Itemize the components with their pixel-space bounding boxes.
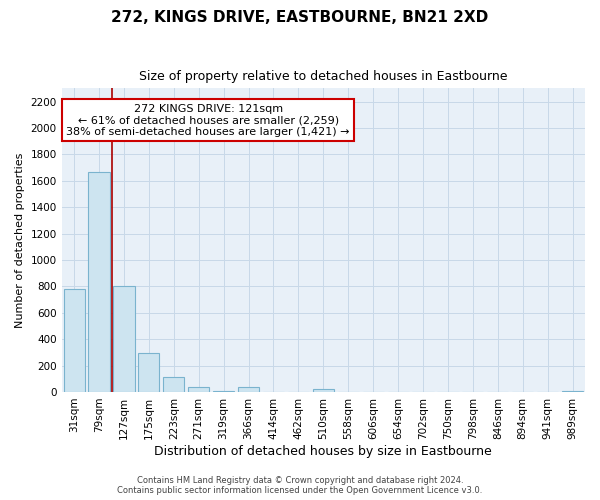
Bar [163,377,184,392]
Text: 272 KINGS DRIVE: 121sqm
← 61% of detached houses are smaller (2,259)
38% of semi: 272 KINGS DRIVE: 121sqm ← 61% of detache… [67,104,350,136]
Bar [238,388,259,392]
Bar [113,286,134,392]
X-axis label: Distribution of detached houses by size in Eastbourne: Distribution of detached houses by size … [154,444,492,458]
Text: Contains HM Land Registry data © Crown copyright and database right 2024.
Contai: Contains HM Land Registry data © Crown c… [118,476,482,495]
Text: 272, KINGS DRIVE, EASTBOURNE, BN21 2XD: 272, KINGS DRIVE, EASTBOURNE, BN21 2XD [112,10,488,25]
Bar [138,353,160,392]
Bar [64,289,85,392]
Bar [313,390,334,392]
Y-axis label: Number of detached properties: Number of detached properties [15,152,25,328]
Title: Size of property relative to detached houses in Eastbourne: Size of property relative to detached ho… [139,70,508,83]
Bar [88,172,110,392]
Bar [188,388,209,392]
